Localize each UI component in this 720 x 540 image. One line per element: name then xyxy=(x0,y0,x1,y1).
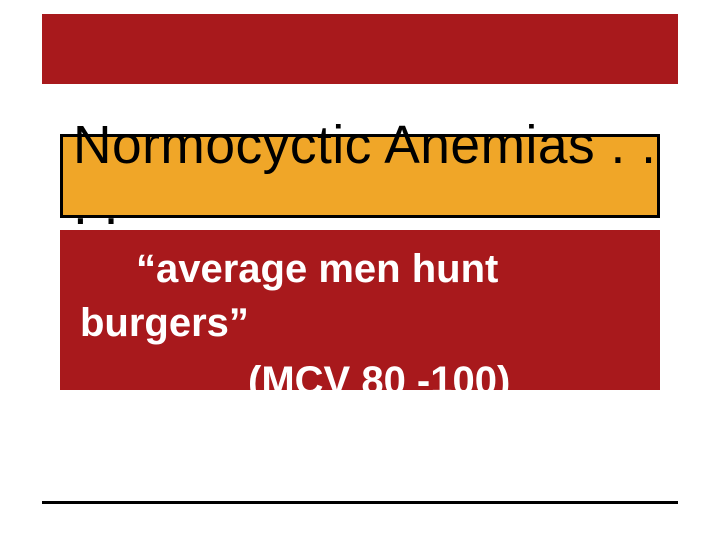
body-band: “average men hunt burgers” (MCV 80 -100) xyxy=(60,230,660,390)
title-band: Normocyctic Anemias . . . . xyxy=(60,134,660,218)
body-line-1: “average men hunt xyxy=(80,242,640,296)
body-line-3: (MCV 80 -100) xyxy=(80,354,640,408)
header-color-bar xyxy=(42,14,678,84)
bottom-divider xyxy=(42,501,678,504)
slide-title: Normocyctic Anemias . . . . xyxy=(73,115,657,237)
body-line-2: burgers” xyxy=(80,296,640,350)
